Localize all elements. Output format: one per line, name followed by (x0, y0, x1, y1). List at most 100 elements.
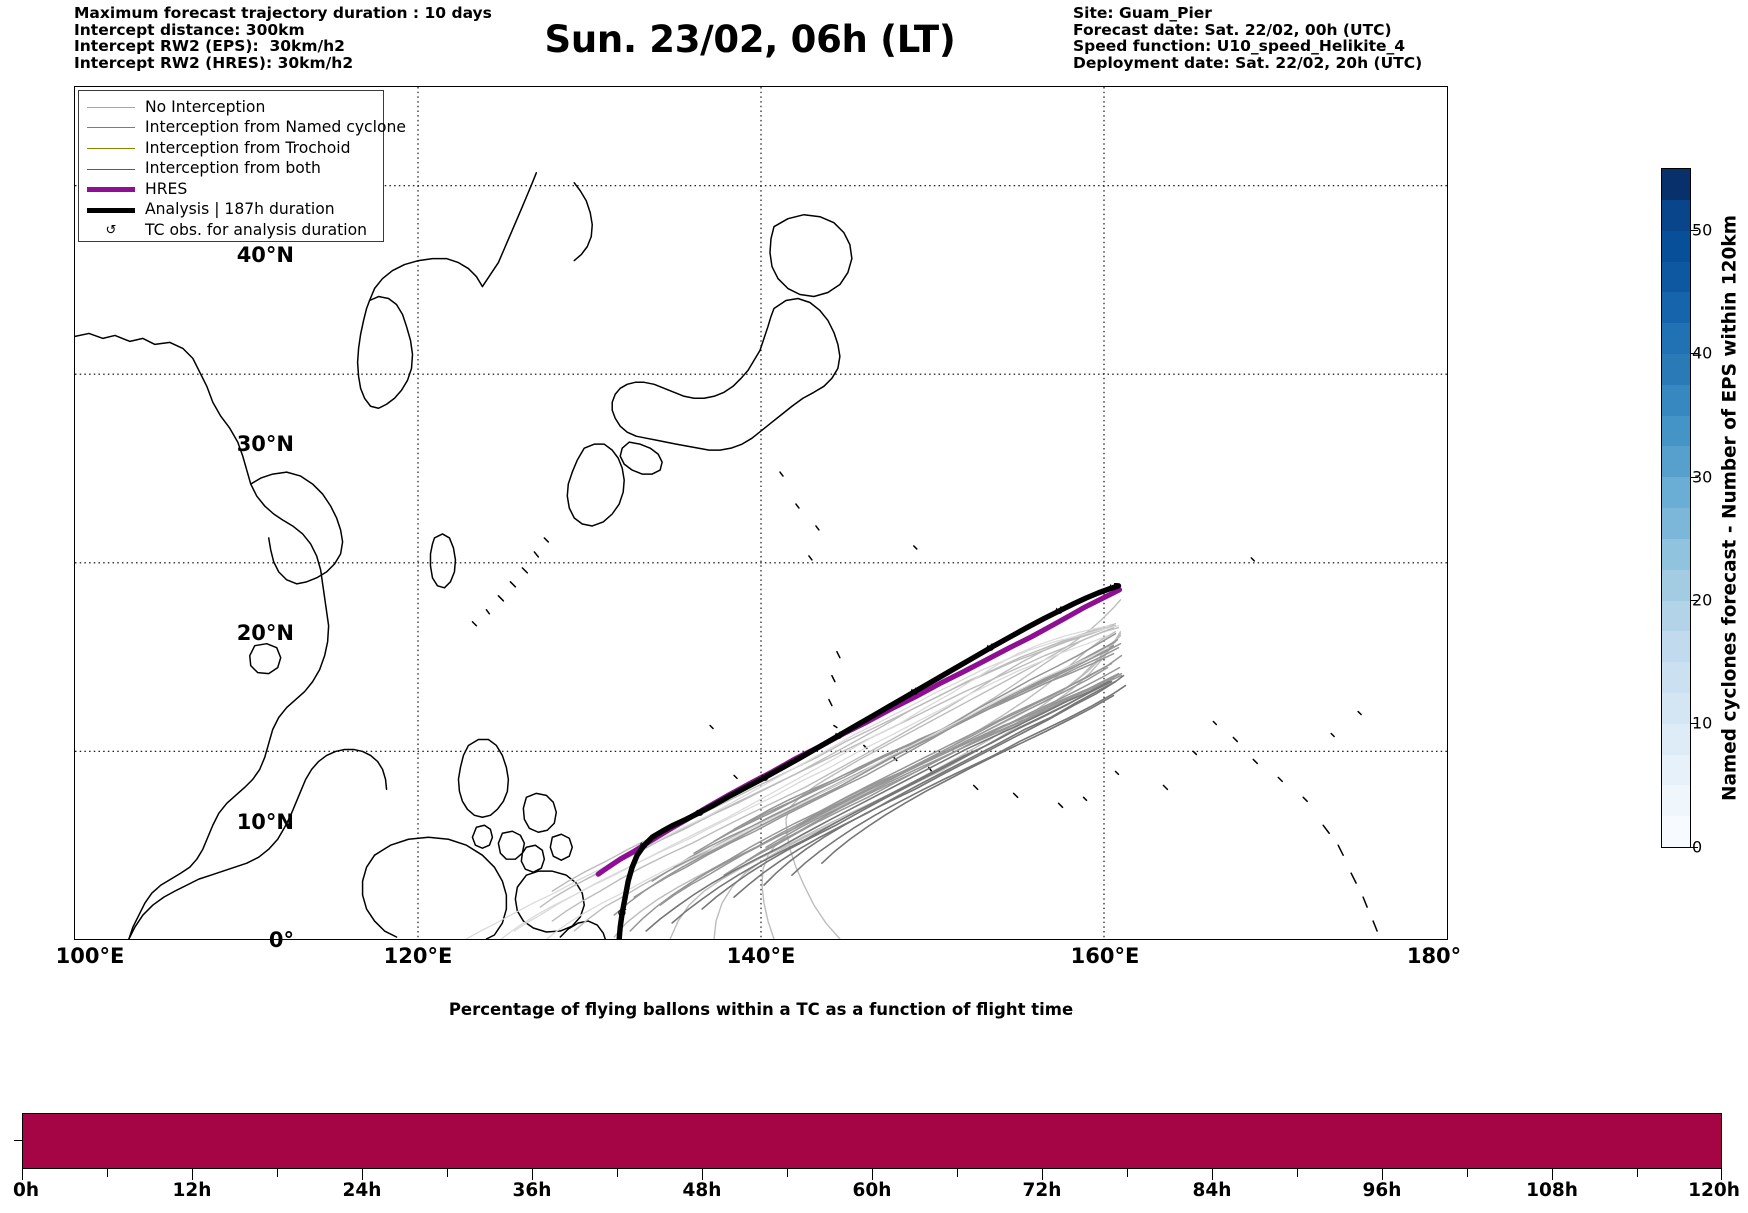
svg-text:↺: ↺ (695, 805, 705, 819)
percentage-bar-fill (23, 1114, 1721, 1168)
colorbar-axis-title: Named cyclones forecast - Number of EPS … (1717, 168, 1743, 848)
legend-swatch-line (87, 147, 135, 149)
legend-label: Analysis | 187h duration (145, 200, 335, 219)
pct-tick (957, 1169, 959, 1177)
colorbar-tickmark (1691, 477, 1698, 479)
legend-item-no-interception[interactable]: No Interception (87, 97, 375, 118)
pct-tick (1467, 1169, 1469, 1177)
pct-tick (1042, 1169, 1044, 1180)
pct-tick (787, 1169, 789, 1177)
header-right-info: Site: Guam_Pier Forecast date: Sat. 22/0… (1073, 4, 1423, 72)
colorbar-tickmark (1691, 847, 1698, 849)
legend-label: Interception from both (145, 159, 321, 178)
colorbar-tickmark (1691, 353, 1698, 355)
colorbar-segment (1662, 261, 1690, 293)
pct-label-12h: 12h (172, 1180, 212, 1201)
pct-label-24h: 24h (342, 1180, 382, 1201)
colorbar-segment (1662, 600, 1690, 632)
tc-obs-marker-icon: ↺ (105, 223, 117, 239)
colorbar-tick-50: 50 (1692, 220, 1713, 240)
legend-item-tc-obs[interactable]: ↺ TC obs. for analysis duration (87, 221, 375, 242)
legend-swatch-line (87, 127, 135, 129)
colorbar-segment (1662, 323, 1690, 354)
pct-tick (1552, 1169, 1554, 1180)
pct-tick (447, 1169, 449, 1177)
svg-text:↺: ↺ (910, 685, 920, 699)
map-xtick-label-140: 140°E (726, 944, 796, 968)
legend-item-both[interactable]: Interception from both (87, 159, 375, 180)
colorbar-tickmark (1691, 230, 1698, 232)
colorbar-tick-20: 20 (1692, 590, 1713, 610)
colorbar-segment (1662, 538, 1690, 570)
map-ytick-label-0: 0° (268, 928, 294, 952)
colorbar-segment (1662, 508, 1690, 539)
colorbar-segment (1662, 692, 1690, 724)
colorbar-segment (1662, 662, 1690, 693)
map-ytick-label-10: 10°N (236, 810, 294, 834)
legend-swatch-line (87, 187, 135, 193)
colorbar-segment (1662, 754, 1690, 786)
map-xtick-label-100: 100°E (55, 944, 125, 968)
svg-text:↺: ↺ (1055, 604, 1065, 618)
pct-tick (1637, 1169, 1639, 1177)
map-svg: ↺ ↺ ↺ ↺ ↺ ↺ ↺ ↺ ↺ (75, 87, 1447, 939)
colorbar-tick-10: 10 (1692, 713, 1713, 733)
colorbar-tick-0: 0 (1692, 837, 1703, 857)
tc-observation-markers: ↺ ↺ ↺ ↺ ↺ ↺ ↺ ↺ ↺ (617, 580, 1118, 920)
pct-tick (277, 1169, 279, 1177)
colorbar-segment (1662, 169, 1690, 200)
map-legend[interactable]: No Interception Interception from Named … (78, 90, 406, 242)
analysis-trajectory (616, 583, 1122, 939)
colorbar-segment (1662, 446, 1690, 478)
map-ytick-label-30: 30°N (236, 432, 294, 456)
pct-tick (702, 1169, 704, 1180)
pct-tick (1127, 1169, 1129, 1177)
colorbar-axis-title-text: Named cyclones forecast - Number of EPS … (1719, 214, 1741, 802)
legend-item-analysis[interactable]: Analysis | 187h duration (87, 200, 375, 221)
pct-label-96h: 96h (1362, 1180, 1402, 1201)
pct-label-72h: 72h (1022, 1180, 1062, 1201)
legend-swatch-line (87, 207, 135, 213)
colorbar-segment (1662, 230, 1690, 262)
svg-text:↺: ↺ (760, 770, 770, 784)
colorbar-tick-40: 40 (1692, 343, 1713, 363)
pct-tick (1297, 1169, 1299, 1177)
pct-tick (362, 1169, 364, 1180)
pct-label-84h: 84h (1192, 1180, 1232, 1201)
colorbar-segment (1662, 816, 1690, 847)
pct-tick (617, 1169, 619, 1177)
legend-item-named-cyclone[interactable]: Interception from Named cyclone (87, 118, 406, 139)
svg-text:↺: ↺ (1108, 580, 1118, 594)
svg-text:↺: ↺ (617, 906, 627, 920)
colorbar-segment (1662, 354, 1690, 385)
legend-label: Interception from Named cyclone (145, 118, 406, 137)
map-ytick-label-20: 20°N (236, 621, 294, 645)
map-xtick-label-120: 120°E (383, 944, 453, 968)
colorbar-segment (1662, 199, 1690, 231)
pct-tick (532, 1169, 534, 1180)
colorbar-segment (1662, 631, 1690, 663)
colorbar-tickmark (1691, 600, 1698, 602)
map-xtick-label-180: 180° (1406, 944, 1462, 968)
legend-swatch-line (87, 168, 135, 170)
map-xtick-label-160: 160°E (1070, 944, 1140, 968)
colorbar-segment (1662, 569, 1690, 601)
pct-tick (107, 1169, 109, 1177)
colorbar-segment (1662, 477, 1690, 509)
pct-tick (1212, 1169, 1214, 1180)
legend-label: HRES (145, 179, 188, 198)
pct-tick (192, 1169, 194, 1180)
percentage-bar-axes[interactable] (22, 1113, 1722, 1169)
legend-label: No Interception (145, 97, 266, 116)
colorbar-segment (1662, 785, 1690, 817)
colorbar-container[interactable]: 0 10 20 30 40 50 (1661, 168, 1712, 857)
pct-tick (872, 1169, 874, 1180)
colorbar-segment (1662, 292, 1690, 324)
coastlines (75, 172, 1378, 939)
pct-label-120h: 120h (1688, 1180, 1740, 1201)
pct-label-108h: 108h (1526, 1180, 1578, 1201)
pct-label-0h: 0h (12, 1180, 40, 1201)
legend-item-trochoid[interactable]: Interception from Trochoid (87, 138, 375, 159)
legend-label: Interception from Trochoid (145, 138, 351, 157)
legend-item-hres[interactable]: HRES (87, 179, 375, 200)
